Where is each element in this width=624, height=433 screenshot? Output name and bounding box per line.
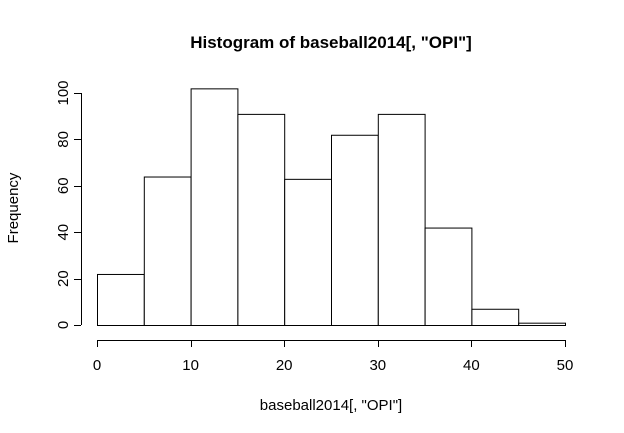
histogram-bar [331, 134, 379, 326]
histogram-bar [284, 178, 333, 326]
histogram-bar [190, 88, 239, 326]
histogram-bar [471, 308, 520, 327]
x-axis: 0 10 20 30 40 50 [93, 340, 574, 374]
x-tick-label: 0 [93, 357, 101, 374]
x-tick-label: 30 [369, 357, 386, 374]
histogram-bar [377, 113, 426, 326]
x-tick-label: 10 [182, 357, 199, 374]
y-tick-label: 0 [55, 321, 72, 329]
y-tick-label: 100 [55, 80, 72, 105]
x-tick-label: 50 [557, 357, 574, 374]
y-axis: 0 20 40 60 80 100 [55, 80, 82, 329]
x-axis-label: baseball2014[, "OPI"] [260, 397, 402, 414]
y-tick-label: 80 [55, 131, 72, 148]
histogram-bar [143, 176, 192, 326]
y-tick-label: 60 [55, 177, 72, 194]
histogram-bar [237, 113, 286, 326]
y-tick-label: 20 [55, 270, 72, 287]
chart-title: Histogram of baseball2014[, "OPI"] [190, 33, 472, 52]
histogram-bar [97, 273, 145, 326]
y-tick-label: 40 [55, 224, 72, 241]
histogram-bar [424, 227, 473, 326]
y-axis-label: Frequency [5, 172, 22, 243]
x-tick-label: 20 [276, 357, 293, 374]
bars-group [97, 88, 567, 327]
histogram-bar [518, 322, 567, 326]
x-tick-label: 40 [463, 357, 480, 374]
